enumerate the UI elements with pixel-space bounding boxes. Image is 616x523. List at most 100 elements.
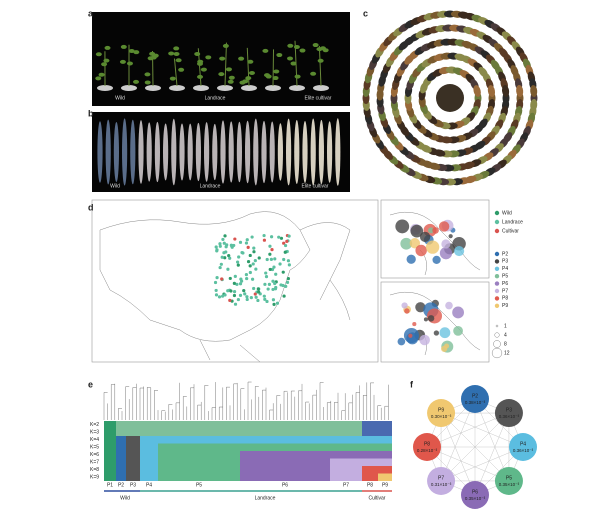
leaf (197, 59, 204, 64)
ancestry-block (126, 451, 140, 459)
leaf (219, 56, 226, 61)
ancestry-block (362, 421, 378, 429)
pop-site (432, 227, 439, 234)
site (257, 290, 261, 294)
site (250, 235, 254, 239)
leaf (197, 74, 204, 79)
site (256, 287, 260, 291)
size-swatch (495, 324, 499, 328)
seed (502, 85, 510, 97)
edge (440, 412, 510, 482)
site (238, 240, 243, 244)
legend-swatch (494, 296, 500, 301)
legend-swatch (494, 251, 500, 257)
ancestry-block (362, 458, 378, 466)
ancestry-block (158, 458, 240, 466)
site (218, 242, 222, 246)
node-label: P8 (424, 441, 430, 447)
site (253, 259, 257, 263)
pop-site (415, 244, 427, 257)
node (494, 466, 523, 495)
pod (105, 119, 111, 185)
leaf (238, 56, 245, 61)
legend-label: Cultivar (502, 228, 519, 234)
ancestry-block (330, 466, 362, 474)
dendrogram (103, 381, 389, 420)
pod (269, 121, 275, 183)
site (277, 235, 281, 239)
k-label: K=5 (90, 444, 99, 450)
legend-swatch (494, 303, 500, 308)
leaf (262, 48, 269, 53)
ancestry-block (378, 466, 392, 474)
site (252, 286, 256, 291)
ancestry-block (116, 443, 126, 451)
pod (204, 122, 210, 182)
site (248, 264, 252, 268)
legend-label: P7 (502, 288, 508, 294)
ancestry-block (140, 451, 158, 459)
site (214, 245, 218, 249)
pop-site (427, 315, 435, 322)
site (252, 250, 256, 254)
pop-site (412, 322, 417, 327)
leaf (312, 43, 319, 48)
k-label: K=7 (90, 459, 99, 465)
leaf (247, 59, 254, 64)
site (268, 244, 272, 248)
ancestry-block (104, 466, 116, 474)
edge (474, 412, 510, 496)
ancestry-block (330, 473, 362, 481)
size-label: 8 (504, 341, 507, 347)
site (223, 234, 227, 238)
site (224, 250, 228, 254)
site (250, 277, 255, 281)
pod (195, 122, 201, 182)
site (265, 299, 269, 304)
seed (530, 85, 538, 98)
node (494, 399, 523, 428)
site (253, 292, 257, 296)
site (229, 289, 233, 293)
pot (265, 85, 281, 91)
ancestry-block (104, 458, 116, 466)
ancestry-block (158, 436, 240, 444)
pop-site (453, 326, 463, 336)
leaf (227, 79, 234, 84)
site (282, 241, 286, 245)
pod (302, 121, 308, 183)
photo-label: Wild (115, 95, 125, 101)
edge (440, 446, 524, 482)
pop-site (415, 302, 426, 313)
node-value: 0.28×10⁻³ (417, 448, 438, 453)
leaf (144, 80, 151, 85)
site (283, 250, 287, 254)
ancestry-block (158, 466, 240, 474)
leaf (144, 72, 151, 77)
pod (220, 120, 226, 184)
leaf (149, 51, 156, 56)
legend-label: P9 (502, 303, 508, 309)
ancestry-block (116, 451, 126, 459)
pod (97, 121, 103, 183)
pot (313, 85, 329, 91)
site (221, 237, 225, 242)
pod (228, 121, 234, 183)
ancestry-block (362, 451, 378, 459)
site (254, 295, 258, 299)
legend-label: P4 (502, 266, 508, 272)
leaf (169, 76, 176, 81)
legend-swatch (494, 259, 500, 264)
site (233, 274, 237, 278)
edge (440, 412, 476, 496)
site (271, 287, 275, 292)
legend-label: P2 (502, 251, 508, 257)
leaf (200, 67, 207, 72)
leaf (168, 51, 175, 56)
photo-label: Wild (110, 183, 120, 189)
ancestry-block (240, 473, 330, 481)
pod (261, 120, 267, 184)
ancestry-block (158, 421, 240, 429)
site (228, 276, 232, 281)
